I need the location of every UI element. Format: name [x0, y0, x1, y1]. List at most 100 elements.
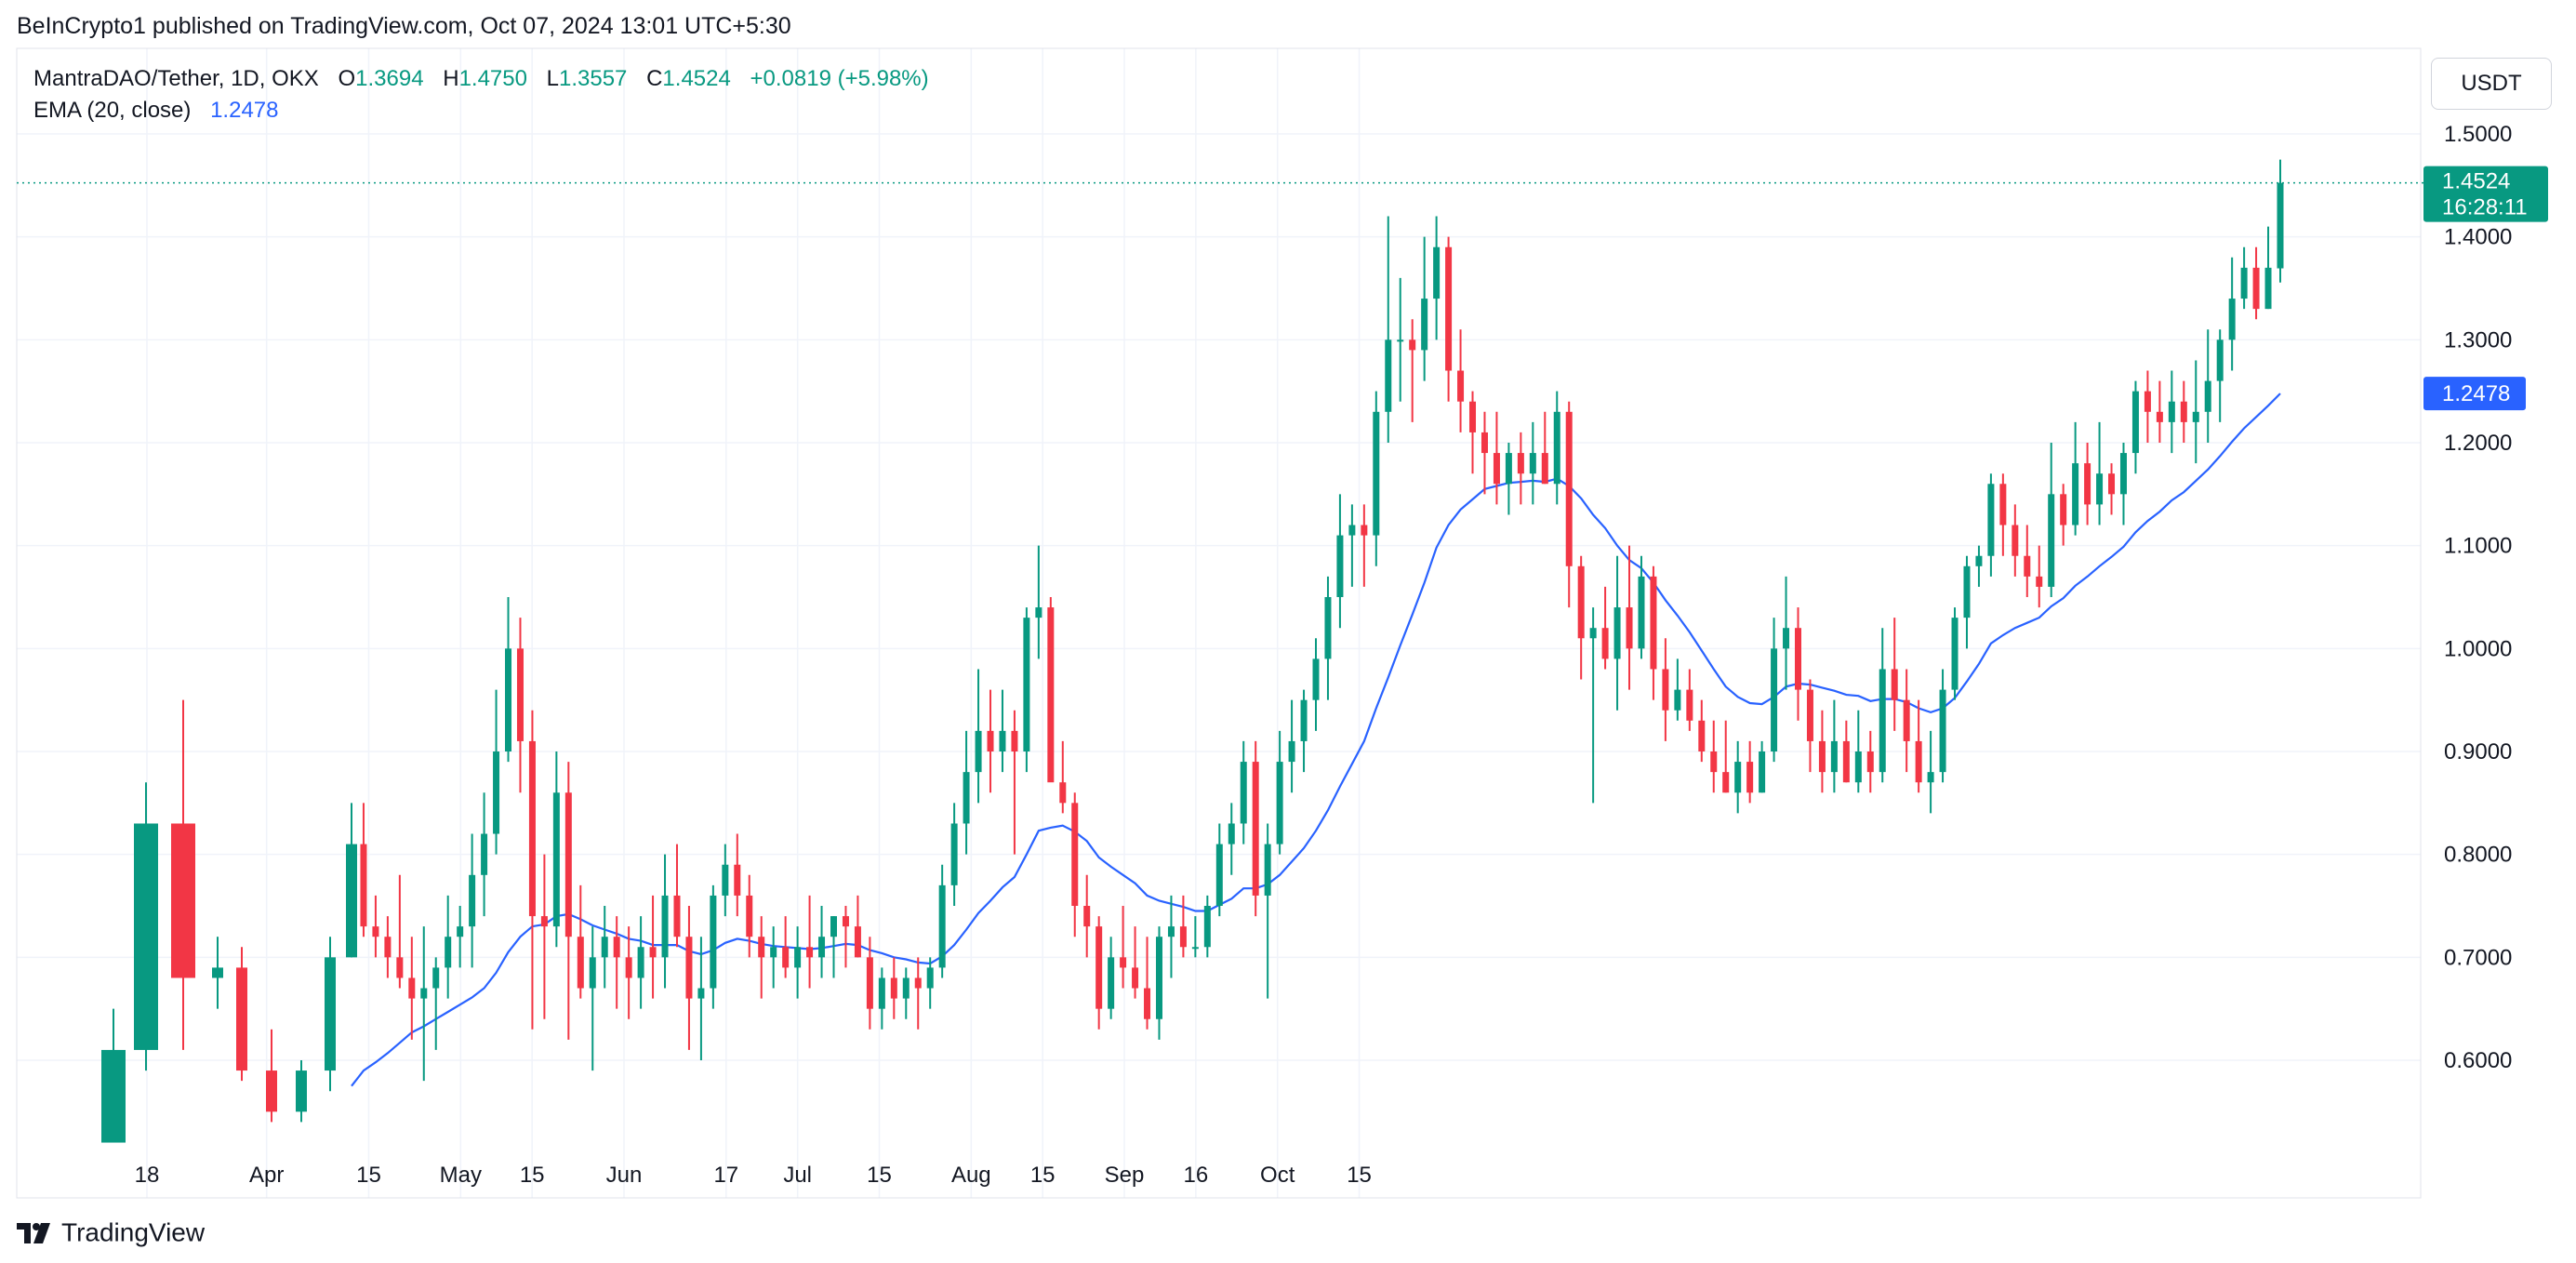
candle-up[interactable]	[1529, 421, 1536, 505]
tradingview-logo[interactable]: TradingView	[17, 1216, 205, 1248]
candle-up[interactable]	[589, 926, 596, 1071]
candle-up[interactable]	[697, 937, 705, 1060]
candle-up[interactable]	[1228, 803, 1235, 875]
candle-down[interactable]	[384, 916, 392, 978]
candle-up[interactable]	[902, 967, 910, 1019]
candle-down[interactable]	[734, 833, 741, 917]
candle-up[interactable]	[601, 906, 608, 989]
candle-down[interactable]	[396, 874, 404, 989]
candle-down[interactable]	[2036, 545, 2043, 608]
candle-up[interactable]	[661, 854, 669, 989]
candle-up[interactable]	[2168, 370, 2175, 454]
candle-up[interactable]	[346, 803, 357, 958]
candle-up[interactable]	[926, 957, 934, 1009]
candle-up[interactable]	[938, 864, 946, 978]
candle-up[interactable]	[1734, 740, 1742, 814]
candle-up[interactable]	[710, 884, 717, 1009]
candle-down[interactable]	[1144, 937, 1151, 1030]
candle-up[interactable]	[1203, 895, 1211, 958]
candle-down[interactable]	[2012, 504, 2019, 577]
candle-down[interactable]	[564, 762, 572, 1040]
candle-up[interactable]	[963, 730, 970, 855]
legend-ema-label[interactable]: EMA (20, close)	[33, 98, 192, 123]
candle-up[interactable]	[2096, 421, 2104, 525]
candle-up[interactable]	[457, 906, 464, 968]
candle-up[interactable]	[2072, 421, 2079, 536]
candle-up[interactable]	[1324, 576, 1332, 700]
candle-up[interactable]	[296, 1060, 307, 1123]
candle-down[interactable]	[1457, 329, 1465, 432]
candle-down[interactable]	[1686, 669, 1693, 731]
candle-down[interactable]	[1132, 926, 1139, 999]
candle-up[interactable]	[1939, 669, 1946, 783]
candle-up[interactable]	[1553, 391, 1560, 505]
candle-down[interactable]	[1710, 720, 1718, 793]
candle-down[interactable]	[1047, 597, 1055, 783]
candle-down[interactable]	[1120, 906, 1127, 989]
candle-up[interactable]	[1987, 473, 1995, 577]
candle-up[interactable]	[1830, 699, 1838, 793]
candle-down[interactable]	[540, 854, 548, 1019]
candle-up[interactable]	[1674, 658, 1681, 721]
candle-down[interactable]	[1601, 586, 1609, 670]
candle-up[interactable]	[481, 792, 488, 917]
candle-up[interactable]	[1638, 555, 1645, 659]
candle-down[interactable]	[1445, 236, 1453, 402]
candle-up[interactable]	[1240, 740, 1247, 844]
candle-down[interactable]	[758, 916, 765, 999]
candle-down[interactable]	[266, 1029, 277, 1123]
candle-up[interactable]	[101, 1008, 126, 1143]
candle-down[interactable]	[1179, 895, 1187, 958]
candle-up[interactable]	[1385, 216, 1392, 443]
candle-down[interactable]	[1361, 504, 1368, 587]
candle-down[interactable]	[1095, 916, 1103, 1030]
candle-down[interactable]	[854, 895, 861, 958]
candle-up[interactable]	[2192, 360, 2199, 464]
candle-down[interactable]	[842, 906, 849, 968]
candle-up[interactable]	[1951, 607, 1959, 700]
candle-down[interactable]	[613, 916, 620, 1009]
candle-up[interactable]	[469, 833, 476, 968]
candle-down[interactable]	[1577, 555, 1585, 680]
candle-down[interactable]	[2252, 246, 2260, 320]
currency-button[interactable]: USDT	[2431, 58, 2552, 110]
candle-down[interactable]	[2024, 525, 2031, 597]
candle-down[interactable]	[2156, 380, 2163, 443]
candle-down[interactable]	[408, 937, 416, 1040]
candle-up[interactable]	[1167, 895, 1175, 978]
candle-up[interactable]	[1927, 730, 1934, 814]
candle-down[interactable]	[1626, 545, 1633, 690]
candle-up[interactable]	[1373, 391, 1380, 566]
candle-up[interactable]	[1589, 607, 1597, 804]
candle-up[interactable]	[1397, 277, 1404, 402]
candle-up[interactable]	[505, 597, 512, 763]
candle-down[interactable]	[2084, 443, 2091, 525]
candle-up[interactable]	[1433, 216, 1441, 340]
candle-down[interactable]	[1722, 720, 1730, 793]
candle-down[interactable]	[746, 874, 753, 958]
candle-down[interactable]	[360, 803, 367, 937]
candle-down[interactable]	[673, 844, 681, 948]
candle-down[interactable]	[649, 895, 657, 999]
candle-up[interactable]	[794, 926, 802, 999]
candle-down[interactable]	[685, 906, 693, 1050]
candle-up[interactable]	[2264, 226, 2272, 310]
candle-up[interactable]	[1348, 504, 1356, 587]
candle-up[interactable]	[1035, 545, 1042, 659]
candle-down[interactable]	[2180, 380, 2187, 443]
candle-down[interactable]	[1842, 720, 1850, 783]
candle-up[interactable]	[1759, 740, 1766, 793]
candle-up[interactable]	[950, 803, 958, 906]
candle-down[interactable]	[2060, 484, 2067, 546]
candle-down[interactable]	[1698, 699, 1706, 763]
candle-up[interactable]	[1783, 576, 1790, 690]
candle-down[interactable]	[2108, 463, 2116, 515]
candle-up[interactable]	[770, 926, 777, 989]
candle-up[interactable]	[2119, 443, 2127, 525]
candle-up[interactable]	[818, 906, 826, 978]
candle-up[interactable]	[1191, 916, 1199, 958]
candle-down[interactable]	[1011, 710, 1018, 855]
candle-down[interactable]	[890, 957, 897, 1019]
candle-down[interactable]	[2144, 370, 2151, 443]
candle-down[interactable]	[1818, 710, 1826, 793]
